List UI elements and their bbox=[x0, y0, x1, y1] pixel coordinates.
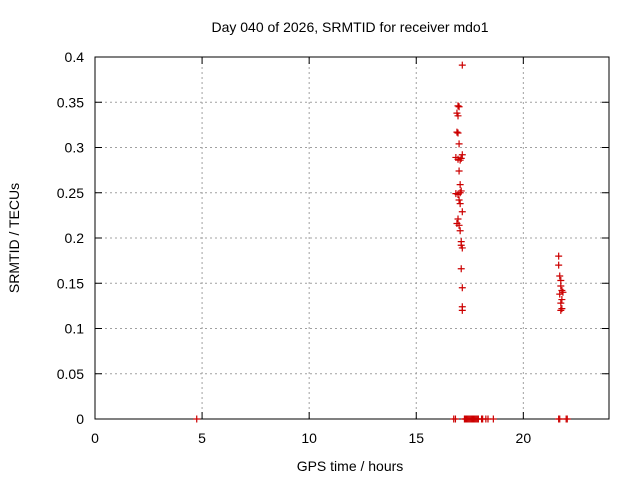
data-point bbox=[558, 305, 566, 313]
axis-ticks bbox=[94, 56, 609, 420]
x-tick-label: 0 bbox=[91, 430, 99, 446]
data-point bbox=[555, 261, 563, 269]
data-point bbox=[455, 103, 463, 111]
grid-lines bbox=[95, 57, 609, 419]
x-tick-label: 15 bbox=[408, 430, 424, 446]
data-point bbox=[456, 200, 464, 208]
data-point bbox=[454, 102, 462, 110]
y-tick-label: 0.25 bbox=[57, 185, 84, 201]
data-point bbox=[556, 272, 564, 280]
data-point bbox=[555, 252, 563, 260]
y-tick-label: 0.15 bbox=[57, 275, 84, 291]
data-point bbox=[557, 282, 565, 290]
data-point bbox=[456, 181, 464, 189]
chart-title: Day 040 of 2026, SRMTID for receiver mdo… bbox=[211, 19, 488, 35]
y-axis-label: SRMTID / TECUs bbox=[6, 183, 22, 293]
x-tick-label: 5 bbox=[198, 430, 206, 446]
data-point bbox=[454, 215, 462, 223]
x-tick-label: 10 bbox=[301, 430, 317, 446]
data-point bbox=[559, 288, 567, 296]
data-point bbox=[455, 196, 463, 204]
data-point bbox=[458, 208, 466, 216]
data-point bbox=[558, 296, 566, 304]
y-tick-labels: 0 0.05 0.1 0.15 0.2 0.25 0.3 0.35 0.4 bbox=[57, 49, 84, 427]
data-point bbox=[455, 167, 463, 175]
y-tick-label: 0.05 bbox=[57, 366, 84, 382]
data-point bbox=[556, 415, 564, 423]
data-point bbox=[557, 299, 565, 307]
y-tick-label: 0.2 bbox=[65, 230, 85, 246]
y-tick-label: 0.3 bbox=[65, 140, 85, 156]
data-point bbox=[458, 244, 466, 252]
data-points bbox=[193, 61, 571, 423]
data-point bbox=[451, 415, 459, 423]
x-tick-labels: 0 5 10 15 20 bbox=[91, 430, 531, 446]
data-point bbox=[454, 129, 462, 137]
data-point bbox=[557, 306, 565, 314]
data-point bbox=[457, 265, 465, 273]
data-point bbox=[458, 306, 466, 314]
x-tick-label: 20 bbox=[516, 430, 532, 446]
data-point bbox=[193, 415, 201, 423]
data-point bbox=[457, 154, 465, 162]
data-point bbox=[455, 140, 463, 148]
data-point bbox=[458, 61, 466, 69]
y-tick-label: 0 bbox=[76, 411, 84, 427]
data-point bbox=[452, 190, 460, 198]
y-tick-label: 0.35 bbox=[57, 94, 84, 110]
y-tick-label: 0.4 bbox=[65, 49, 85, 65]
x-axis-label: GPS time / hours bbox=[297, 458, 404, 474]
data-point bbox=[453, 128, 461, 136]
y-tick-label: 0.1 bbox=[65, 321, 85, 337]
data-point bbox=[455, 221, 463, 229]
data-point bbox=[563, 415, 571, 423]
data-point bbox=[458, 284, 466, 292]
data-point bbox=[458, 151, 466, 159]
data-point bbox=[556, 290, 564, 298]
data-point bbox=[454, 112, 462, 120]
data-point bbox=[456, 227, 464, 235]
data-point bbox=[489, 415, 497, 423]
